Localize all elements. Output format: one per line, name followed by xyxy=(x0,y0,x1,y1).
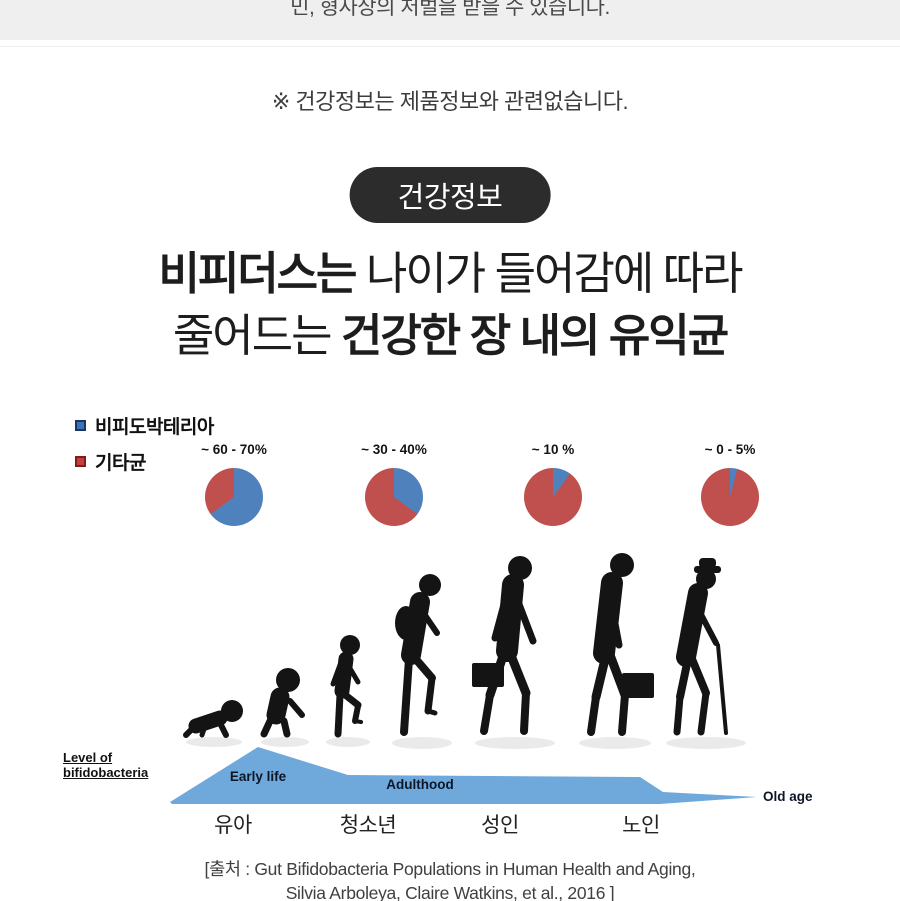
pie-chart-elderly-graph xyxy=(701,468,759,526)
phase-label-old-age: Old age xyxy=(763,789,813,804)
legend-item-bifidobacteria: 비피도박테리아 xyxy=(75,412,214,439)
aging-silhouettes-illustration xyxy=(183,553,746,749)
legend-item-other-bacteria: 기타균 xyxy=(75,448,214,475)
pie-chart-elderly-label: ~ 0 - 5% xyxy=(704,442,756,457)
stage-label-elderly: 노인 xyxy=(622,814,660,837)
y-axis-label: Level of bifidobacteria xyxy=(63,750,149,780)
page-title: 비피더스는 나이가 들어감에 따라 줄어드는 건강한 장 내의 유익균 xyxy=(0,243,900,367)
pie-chart-infant-label: ~ 60 - 70% xyxy=(201,442,267,457)
pie-chart-elderly: ~ 0 - 5% xyxy=(670,442,790,526)
pie-chart-adult: ~ 10 % xyxy=(493,442,613,526)
legend-label: 비피도박테리아 xyxy=(95,417,214,438)
figure-adult-icon xyxy=(472,556,537,735)
stage-label-adolescent: 청소년 xyxy=(339,814,397,837)
figures xyxy=(183,553,728,738)
page-title-line2: 줄어드는 건강한 장 내의 유익균 xyxy=(172,310,729,361)
page-title-line1: 비피더스는 나이가 들어감에 따라 xyxy=(158,248,743,299)
briefcase-icon xyxy=(622,673,654,698)
phase-label-early-life: Early life xyxy=(229,769,287,784)
stage-label-infant: 유아 xyxy=(214,814,252,837)
bifidobacteria-level-area xyxy=(170,747,757,804)
health-info-badge: 건강정보 xyxy=(349,167,551,223)
red-square-icon xyxy=(75,456,86,467)
chart-legend: 비피도박테리아 기타균 xyxy=(75,412,214,484)
stage-label-adult: 성인 xyxy=(481,814,519,837)
top-notice-band: 민, 형사상의 처벌을 받을 수 있습니다. xyxy=(0,0,900,40)
legal-notice-text: 민, 형사상의 처벌을 받을 수 있습니다. xyxy=(290,0,610,19)
pie-chart-infant-graph xyxy=(205,468,263,526)
pie-chart-adolescent: ~ 30 - 40% xyxy=(334,442,454,526)
pie-chart-adolescent-graph xyxy=(365,468,423,526)
section-divider xyxy=(0,46,900,47)
figure-baby-icon xyxy=(183,700,243,738)
pie-chart-adult-graph xyxy=(524,468,582,526)
figure-older-adult-icon xyxy=(587,553,654,736)
source-citation: [출처 : Gut Bifidobacteria Populations in … xyxy=(0,857,900,901)
legend-label: 기타균 xyxy=(95,453,146,474)
figure-child-icon xyxy=(330,635,363,738)
figure-elderly-icon xyxy=(673,558,728,736)
blue-square-icon xyxy=(75,420,86,431)
hat-icon xyxy=(699,558,716,568)
phase-label-adulthood: Adulthood xyxy=(386,777,454,792)
bifidobacteria-level-area-chart xyxy=(170,747,757,804)
pie-chart-adolescent-label: ~ 30 - 40% xyxy=(361,442,427,457)
pie-chart-infant: ~ 60 - 70% xyxy=(174,442,294,526)
figure-reflections xyxy=(186,737,746,749)
health-info-disclaimer: ※ 건강정보는 제품정보와 관련없습니다. xyxy=(271,89,629,114)
figure-toddler-icon xyxy=(260,668,305,738)
figure-teenager-icon xyxy=(395,574,441,736)
health-info-badge-label: 건강정보 xyxy=(397,182,503,214)
source-citation-line1: [출처 : Gut Bifidobacteria Populations in … xyxy=(204,859,696,879)
cane-icon xyxy=(716,643,728,735)
source-citation-line2: Silvia Arboleya, Claire Watkins, et al.,… xyxy=(285,883,615,901)
pie-chart-adult-label: ~ 10 % xyxy=(531,442,575,457)
